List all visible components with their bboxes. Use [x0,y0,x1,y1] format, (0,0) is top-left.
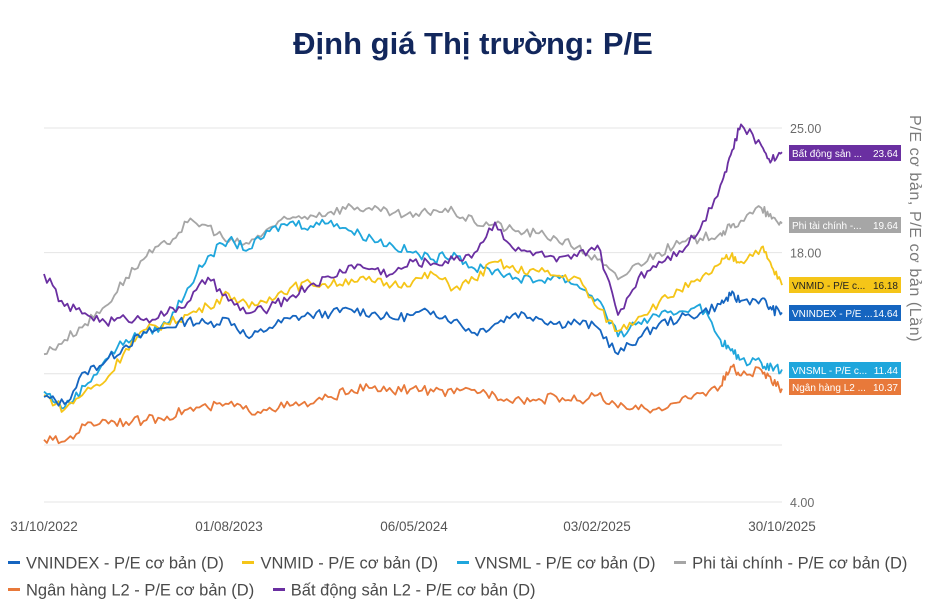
legend-label: Phi tài chính - P/E cơ bản (D) [692,554,908,573]
series-line [43,203,783,356]
series-line [43,290,783,407]
x-tick-label: 01/08/2023 [195,519,263,534]
series-line [43,218,783,410]
legend-label: VNSML - P/E cơ bản (D) [474,554,656,573]
x-axis-tick-labels: 31/10/2022 01/08/2023 06/05/2024 03/02/2025… [10,519,816,534]
end-label-bg [789,277,901,293]
end-label-name: Ngân hàng L2 ... [792,383,866,394]
legend-item-vnsml[interactable]: VNSML - P/E cơ bản (D) [456,550,656,577]
end-label-bg [789,305,901,321]
end-label-tag: Ngân hàng L2 ... 10.37 [789,379,901,395]
legend-row-2: Ngân hàng L2 - P/E cơ bản (D) Bất động s… [8,577,918,604]
legend-item-vnmid[interactable]: VNMID - P/E cơ bản (D) [242,550,438,577]
legend-item-bat-dong-san[interactable]: Bất động sản L2 - P/E cơ bản (D) [272,577,536,604]
end-label-value: 10.37 [873,383,898,394]
end-label-name: VNMID - P/E c... [792,281,865,292]
series-line [43,363,783,445]
legend-item-phi-tai-chinh[interactable]: Phi tài chính - P/E cơ bản (D) [674,550,907,577]
legend-label: Bất động sản L2 - P/E cơ bản (D) [290,581,536,600]
legend-swatch [242,561,255,565]
end-label-value: 14.64 [873,309,898,320]
legend-swatch [456,561,469,565]
legend-row-1: VNINDEX - P/E cơ bản (D) VNMID - P/E cơ … [8,550,918,577]
legend-label: VNINDEX - P/E cơ bản (D) [26,554,224,573]
end-label-tag: VNINDEX - P/E ... 14.64 [789,305,901,321]
end-label-name: Bất động sản ... [792,148,862,160]
x-tick-label: 30/10/2025 [748,519,816,534]
legend-swatch [674,561,687,565]
end-label-tag: VNSML - P/E c... 11.44 [789,362,901,378]
series-lines [43,123,783,445]
end-label-value: 11.44 [874,366,899,377]
x-tick-label: 31/10/2022 [10,519,78,534]
end-label-name: Phi tài chính -... [792,221,861,232]
legend-swatch [272,587,285,591]
end-label-name: VNSML - P/E c... [792,366,867,377]
y-tick-label: 25.00 [790,122,821,136]
y-tick-label: 18.00 [790,247,821,261]
end-label-tag: Phi tài chính -... 19.64 [789,217,901,233]
series-line [43,245,783,413]
end-label-tag: VNMID - P/E c... 16.18 [789,277,901,293]
chart-legend: VNINDEX - P/E cơ bản (D) VNMID - P/E cơ … [8,550,918,603]
end-label-tag: Bất động sản ... 23.64 [789,145,901,161]
series-end-labels: Bất động sản ... 23.64 Phi tài chính -... 1… [789,145,901,395]
end-label-name: VNINDEX - P/E ... [792,309,873,320]
legend-swatch [8,587,20,591]
end-label-bg [789,217,901,233]
legend-label: Ngân hàng L2 - P/E cơ bản (D) [26,581,255,600]
legend-label: VNMID - P/E cơ bản (D) [260,554,439,573]
y-axis-tick-labels: 25.00 18.00 4.00 [790,122,821,510]
end-label-bg [789,145,901,161]
legend-item-vnindex[interactable]: VNINDEX - P/E cơ bản (D) [8,550,224,577]
legend-swatch [8,561,20,565]
y-tick-label: 4.00 [790,496,814,510]
end-label-value: 19.64 [873,221,898,232]
end-label-bg [789,362,901,378]
y-axis-label: P/E cơ bản, P/E cơ bản (Lần) [906,115,923,342]
end-label-value: 23.64 [873,149,898,160]
x-tick-label: 06/05/2024 [380,519,448,534]
series-line [43,123,783,327]
end-label-value: 16.18 [873,281,898,292]
end-label-bg [789,379,901,395]
chart-title: Định giá Thị trường: P/E [293,26,653,61]
x-tick-label: 03/02/2025 [563,519,631,534]
legend-item-ngan-hang[interactable]: Ngân hàng L2 - P/E cơ bản (D) [8,577,254,604]
